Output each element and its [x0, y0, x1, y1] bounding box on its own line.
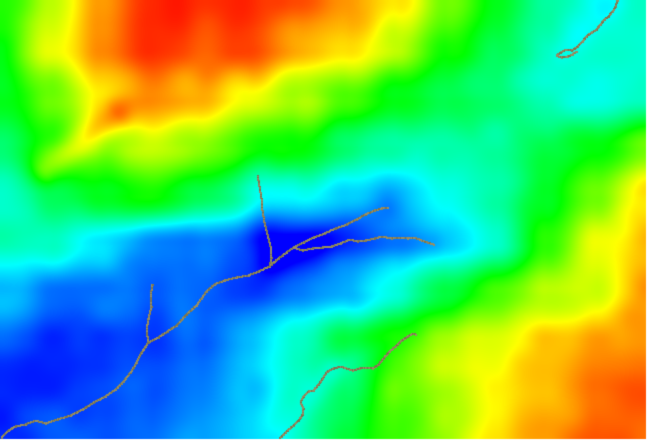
map-viewport[interactable] [0, 0, 650, 443]
elevation-raster-canvas[interactable] [0, 0, 650, 443]
